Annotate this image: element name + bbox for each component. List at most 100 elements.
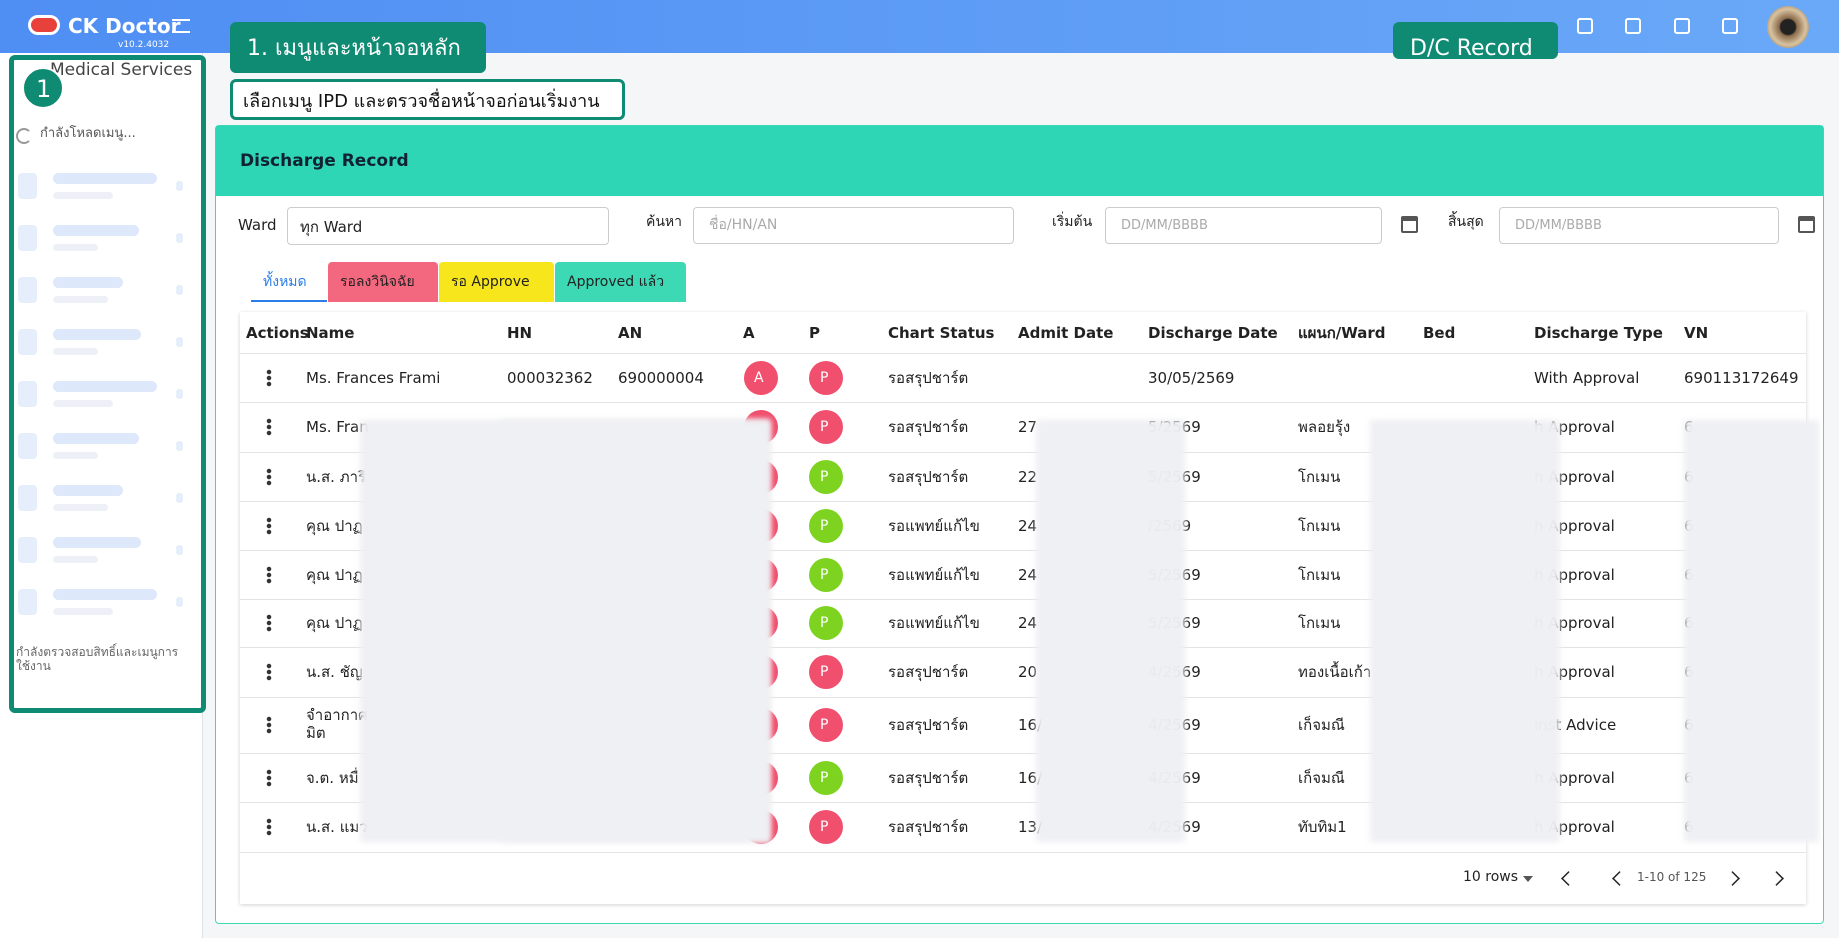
badge-p [809, 606, 843, 640]
badge-p [809, 655, 843, 689]
row-divider [240, 647, 1806, 648]
skeleton-line [53, 192, 113, 199]
tab[interactable] [251, 262, 327, 302]
annotation-badge [22, 67, 64, 109]
column-header: แผนก/Ward [1298, 324, 1386, 342]
menu-toggle[interactable] [172, 19, 190, 33]
row-divider [240, 501, 1806, 502]
skeleton-line [53, 433, 139, 444]
skeleton-dot [176, 181, 183, 191]
row-menu[interactable] [266, 467, 272, 486]
row-menu[interactable] [266, 368, 272, 387]
column-header: Discharge Type [1534, 324, 1663, 342]
cell-type: With Approval [1534, 368, 1640, 387]
row-menu[interactable] [266, 565, 272, 584]
badge-p-text: P [820, 769, 829, 786]
badge-p-text: P [820, 819, 829, 835]
skeleton-line [53, 485, 123, 496]
row-menu[interactable] [266, 818, 272, 836]
row-menu[interactable] [266, 614, 272, 632]
cell-admit: 22 [1018, 467, 1038, 486]
skeleton-line [53, 381, 157, 392]
cell-ward: โกเมน [1298, 516, 1341, 535]
redaction [1370, 420, 1560, 842]
badge-a [744, 360, 778, 395]
skeleton-dot [176, 493, 183, 503]
skeleton-line [53, 348, 98, 355]
redaction [1036, 420, 1185, 842]
row-menu[interactable] [266, 418, 272, 436]
badge-p-text: P [820, 566, 829, 583]
placeholder: ชื่อ/HN/AN [709, 217, 778, 233]
badge-a-text: A [754, 369, 764, 386]
cell-name: คุณ ปาฏ [306, 614, 363, 632]
cell-status: รอแพทย์แก้ไข [888, 614, 980, 632]
badge-p-text: P [820, 664, 829, 680]
tab[interactable] [328, 262, 438, 302]
cell-name: น.ส. แมว [306, 818, 368, 836]
cell-status: รอแพทย์แก้ไข [888, 516, 980, 535]
cell-an: 690000004 [618, 368, 704, 387]
cell-ward: โกเมน [1298, 467, 1341, 486]
tab[interactable] [555, 262, 686, 302]
cell-ward: โกเมน [1298, 614, 1341, 632]
input[interactable] [693, 207, 1014, 244]
cell-name: คุณ ปาฏ [306, 565, 363, 584]
calendar-icon[interactable] [1401, 216, 1418, 233]
page-size-arrow[interactable] [1523, 876, 1533, 887]
avatar[interactable] [1767, 6, 1809, 48]
logo: CK Doctor [68, 14, 181, 38]
cell-vn: 690113172649 [1684, 368, 1799, 387]
top-icon[interactable] [1577, 18, 1593, 34]
row-divider [240, 452, 1806, 453]
version: v10.2.4032 [118, 40, 170, 50]
annotation-text: D/C Record [1410, 36, 1533, 61]
annotation-box [1393, 22, 1558, 59]
badge-p-text: P [820, 517, 829, 534]
row-menu[interactable] [266, 768, 272, 787]
skeleton-line [53, 452, 98, 459]
column-header: VN [1684, 324, 1709, 342]
redaction [500, 420, 770, 842]
page-size[interactable]: 10 rows [1463, 869, 1519, 885]
badge-p-text: P [820, 369, 829, 386]
skeleton-line [53, 277, 123, 288]
cell-admit: 27 [1018, 418, 1038, 436]
sidebar-title[interactable]: Medical Services [50, 60, 193, 80]
badge-p [809, 360, 843, 395]
skeleton-icon [18, 277, 37, 303]
cell-name: Ms. Frances Frami [306, 368, 441, 387]
page-range: 1-10 of 125 [1637, 870, 1707, 884]
tab[interactable] [439, 262, 554, 302]
row-divider [240, 402, 1806, 403]
skeleton-line [53, 244, 98, 251]
skeleton-line [53, 329, 141, 340]
placeholder: DD/MM/BBBB [1121, 218, 1208, 233]
select[interactable] [287, 207, 609, 245]
row-menu[interactable] [266, 516, 272, 535]
skeleton-dot [176, 597, 183, 607]
top-icon[interactable] [1625, 18, 1641, 34]
cell-name: จ.ต. หมื่ [306, 768, 359, 787]
badge-p-text: P [820, 468, 829, 485]
cell-status: รอสรุปชาร์ต [888, 716, 969, 734]
cell-status: รอสรุปชาร์ต [888, 418, 969, 436]
cell-status: รอสรุปชาร์ต [888, 818, 969, 836]
cell-admit: 20 [1018, 663, 1038, 681]
annotation-box [230, 22, 486, 73]
row-menu[interactable] [266, 663, 272, 681]
badge-p-text: P [820, 615, 829, 631]
skeleton-line [53, 589, 157, 600]
input[interactable] [1105, 207, 1382, 244]
top-icon[interactable] [1674, 18, 1690, 34]
top-icon[interactable] [1722, 18, 1738, 34]
skeleton-icon [18, 537, 37, 563]
column-header: AN [618, 324, 643, 342]
skeleton-line [53, 537, 141, 548]
calendar-icon[interactable] [1798, 216, 1815, 233]
skeleton-line [53, 504, 108, 511]
input[interactable] [1499, 207, 1779, 244]
redaction [1684, 420, 1819, 842]
row-menu[interactable] [266, 716, 272, 734]
